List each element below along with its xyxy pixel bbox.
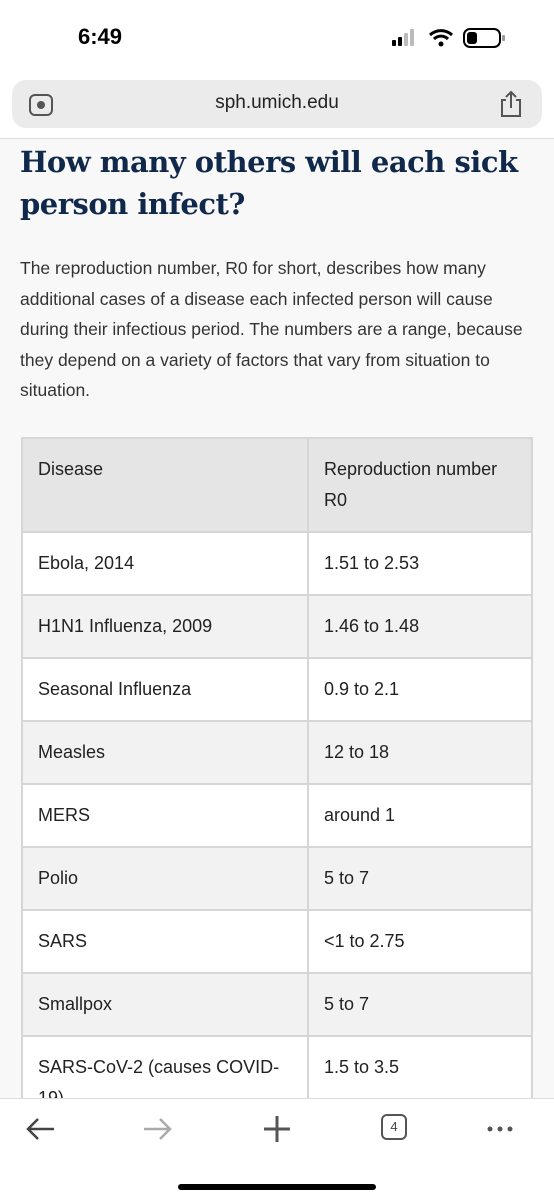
table-row: Seasonal Influenza 0.9 to 2.1 [21, 657, 533, 722]
data-table: Disease Reproduction number R0 Ebola, 201… [21, 437, 533, 1098]
page-icon[interactable] [28, 92, 56, 118]
forward-button[interactable] [144, 1118, 172, 1140]
table-row: Smallpox 5 to 7 [21, 972, 533, 1037]
table-cell: H1N1 Influenza, 2009 [21, 594, 309, 659]
toolbar [0, 1098, 554, 1200]
table-cell: 1.46 to 1.48 [307, 594, 533, 659]
table-cell: Seasonal Influenza [21, 657, 309, 722]
article-intro: The reproduction number, R0 for short, d… [20, 258, 523, 400]
table-row: SARS-CoV-2 (causes COVID-19) 1.5 to 3.5 [21, 1035, 533, 1098]
more-button[interactable] [487, 1126, 513, 1132]
table-row: Ebola, 2014 1.51 to 2.53 [21, 531, 533, 596]
table-cell: MERS [21, 783, 309, 848]
status-icons [392, 28, 505, 48]
table-cell: around 1 [307, 783, 533, 848]
table-cell: Ebola, 2014 [21, 531, 309, 596]
table-cell: Polio [21, 846, 309, 911]
home-indicator [178, 1184, 376, 1190]
header-cell: Reproduction number R0 [307, 437, 533, 533]
table-cell: 0.9 to 2.1 [307, 657, 533, 722]
table-cell: 1.51 to 2.53 [307, 531, 533, 596]
header-cell: Disease [21, 437, 309, 533]
toolbar-icons [26, 1116, 513, 1142]
table-row: H1N1 Influenza, 2009 1.46 to 1.48 [21, 594, 533, 659]
table-cell: Measles [21, 720, 309, 785]
table-row: SARS <1 to 2.75 [21, 909, 533, 974]
back-button[interactable] [26, 1118, 54, 1140]
new-tab-button[interactable] [264, 1116, 290, 1142]
table-cell: 12 to 18 [307, 720, 533, 785]
table-cell: 5 to 7 [307, 972, 533, 1037]
table-cell: 1.5 to 3.5 [307, 1035, 533, 1098]
article-title: How many others will each sick person in… [20, 145, 518, 221]
status-time: 6:49 [78, 24, 123, 49]
table-cell: Smallpox [21, 972, 309, 1037]
table-cell: SARS [21, 909, 309, 974]
url[interactable]: sph.umich.edu [215, 92, 339, 113]
url-bar[interactable] [12, 80, 542, 128]
share-button[interactable] [498, 90, 524, 118]
page-content: How many others will each sick person in… [0, 138, 554, 1098]
table-row: Polio 5 to 7 [21, 846, 533, 911]
table-row: MERS around 1 [21, 783, 533, 848]
table-row: Measles 12 to 18 [21, 720, 533, 785]
table-cell: 5 to 7 [307, 846, 533, 911]
table-cell: SARS-CoV-2 (causes COVID-19) [21, 1035, 309, 1098]
tab-count[interactable]: 4 [381, 1114, 407, 1140]
table-cell: <1 to 2.75 [307, 909, 533, 974]
